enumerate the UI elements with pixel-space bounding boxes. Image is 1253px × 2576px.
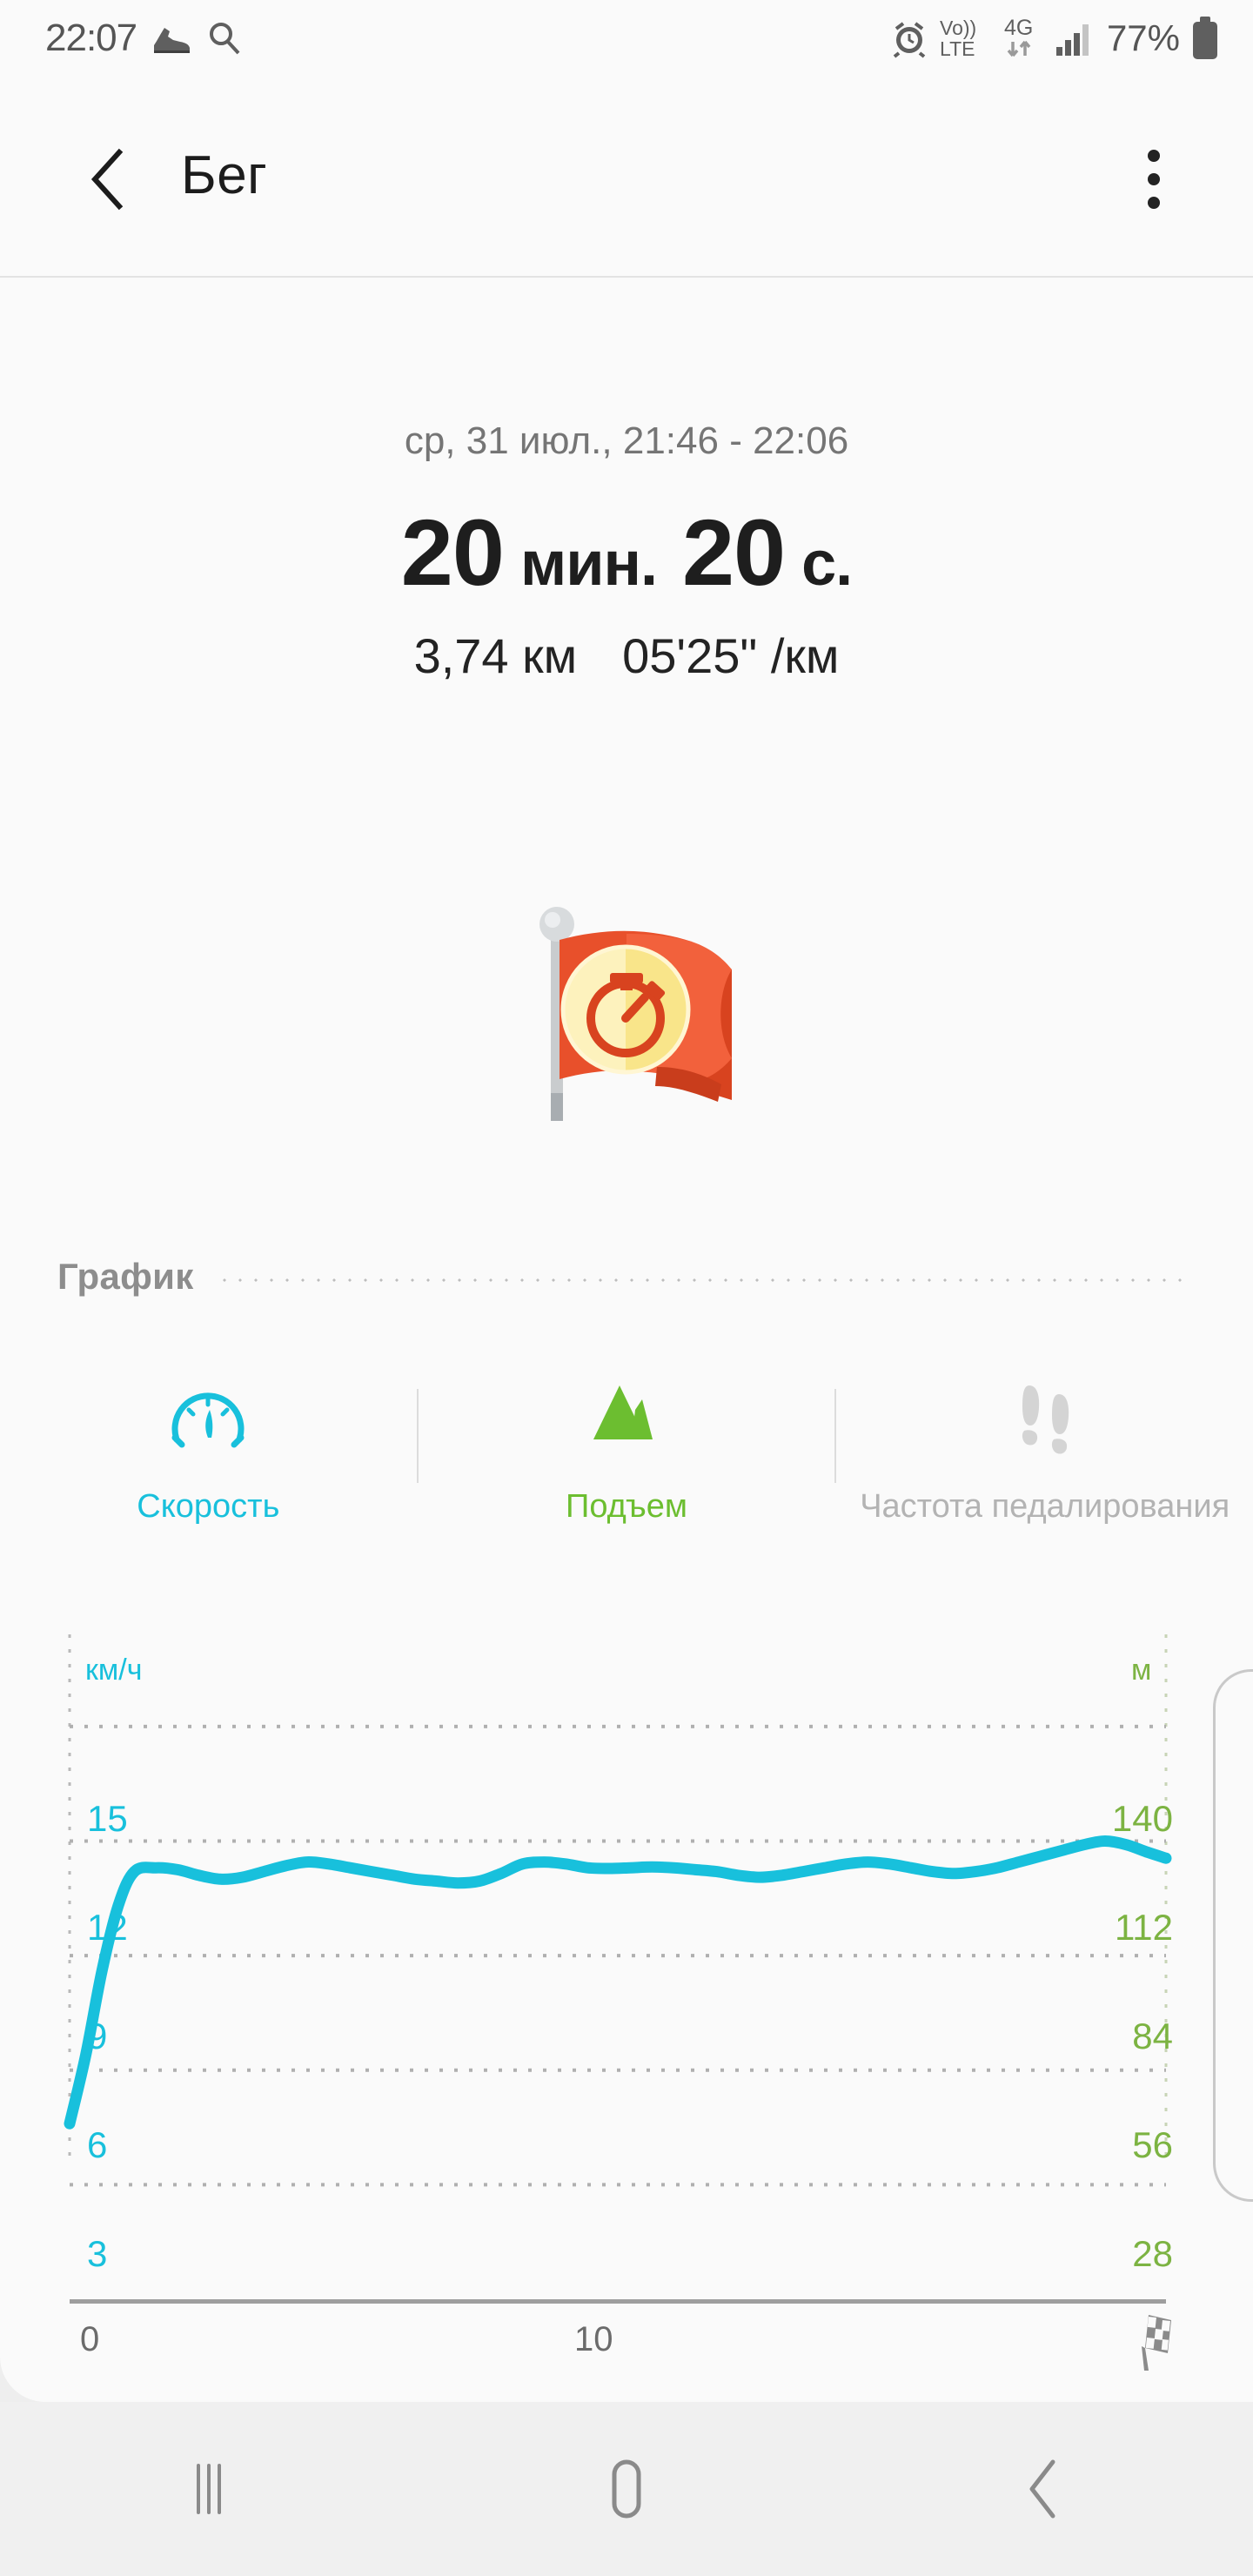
toggle-elevation[interactable]: Подъем	[419, 1356, 835, 1526]
next-page-peek-card[interactable]	[1213, 1669, 1253, 2202]
chart-canvas	[64, 1634, 1172, 2187]
workout-distance: 3,74 км	[413, 628, 578, 683]
alarm-icon	[889, 18, 929, 58]
workout-summary: ср, 31 июл., 21:46 - 22:06 20 мин. 20 с.…	[0, 277, 1253, 684]
right-tick-1: 112	[1115, 1907, 1173, 1948]
left-axis-unit: км/ч	[85, 1654, 143, 1687]
toggle-speed[interactable]: Скорость	[0, 1356, 417, 1526]
workout-metrics: 3,74 км 05'25" /км	[0, 627, 1253, 684]
left-tick-3: 6	[87, 2124, 108, 2165]
right-tick-3: 56	[1132, 2124, 1173, 2165]
section-title: График	[57, 1256, 194, 1297]
toggle-divider-1	[416, 1389, 419, 1483]
speed-elevation-chart[interactable]	[0, 1634, 1253, 2191]
speed-line	[64, 1835, 1172, 2130]
chart-section-header: График	[0, 1256, 1253, 1298]
footprints-icon	[1003, 1373, 1087, 1457]
achievement-badge-wrap	[0, 886, 1253, 1121]
right-tick-2: 84	[1132, 2016, 1173, 2056]
left-tick-0: 15	[87, 1798, 128, 1839]
overflow-menu-icon[interactable]	[1114, 139, 1194, 219]
svg-text:LTE: LTE	[940, 37, 975, 60]
workout-pace: 05'25" /км	[622, 628, 840, 683]
status-bar-left: 22:07	[45, 17, 243, 60]
nav-back-icon[interactable]	[957, 2428, 1131, 2550]
svg-text:4G: 4G	[1004, 16, 1033, 40]
svg-text:Vo)): Vo))	[940, 17, 976, 39]
app-bar-divider	[0, 276, 1253, 278]
duration-minutes-unit: мин.	[519, 529, 658, 599]
mountain-icon	[585, 1373, 668, 1457]
left-tick-1: 12	[87, 1907, 128, 1948]
left-tick-2: 9	[87, 2016, 108, 2056]
duration-seconds-unit: с.	[801, 529, 853, 599]
content-card: Бег ср, 31 июл., 21:46 - 22:06 20 мин. 2…	[0, 77, 1253, 2402]
volte-icon: Vo)) LTE	[940, 16, 992, 61]
chart-metric-toggles: Скорость Подъем	[0, 1356, 1253, 1573]
battery-percent: 77%	[1106, 17, 1180, 58]
x-axis-label: Время (мин.)	[87, 2398, 297, 2402]
toggle-cadence[interactable]: Частота педалирования	[836, 1356, 1253, 1526]
speedometer-icon	[166, 1373, 250, 1457]
right-tick-0: 140	[1111, 1798, 1173, 1839]
system-nav-bar	[0, 2402, 1253, 2576]
data-transfer-icon: 4G	[1002, 16, 1044, 61]
search-icon	[206, 20, 243, 57]
toggle-divider-2	[834, 1389, 837, 1483]
toggle-cadence-label: Частота педалирования	[860, 1488, 1230, 1525]
right-axis-unit: м	[1131, 1654, 1152, 1687]
left-tick-4: 3	[87, 2233, 108, 2274]
status-bar-right: Vo)) LTE 4G 77%	[889, 16, 1220, 61]
duration-minutes-value: 20	[400, 500, 505, 605]
page-title: Бег	[181, 145, 268, 205]
toggle-speed-label: Скорость	[137, 1488, 280, 1525]
battery-icon	[1190, 17, 1220, 60]
home-icon[interactable]	[539, 2428, 714, 2550]
x-axis-line	[70, 2299, 1166, 2304]
flag-stopwatch-badge	[500, 886, 753, 1121]
back-button[interactable]	[70, 139, 150, 219]
toggle-elevation-label: Подъем	[566, 1488, 687, 1525]
workout-duration: 20 мин. 20 с.	[0, 498, 1253, 607]
status-bar: 22:07	[0, 0, 1253, 77]
signal-bars-icon	[1055, 19, 1093, 57]
checkered-finish-flag-icon	[1136, 2313, 1182, 2372]
running-shoe-icon	[151, 21, 192, 56]
app-bar: Бег	[0, 77, 1253, 278]
x-tick-0: 0	[80, 2320, 100, 2358]
workout-date-range: ср, 31 июл., 21:46 - 22:06	[404, 419, 849, 462]
status-time: 22:07	[45, 17, 137, 59]
duration-seconds-value: 20	[681, 500, 786, 605]
recents-icon[interactable]	[122, 2428, 296, 2550]
section-dotted-rule	[216, 1278, 1190, 1282]
right-tick-4: 28	[1132, 2233, 1173, 2274]
x-tick-10: 10	[574, 2320, 613, 2358]
